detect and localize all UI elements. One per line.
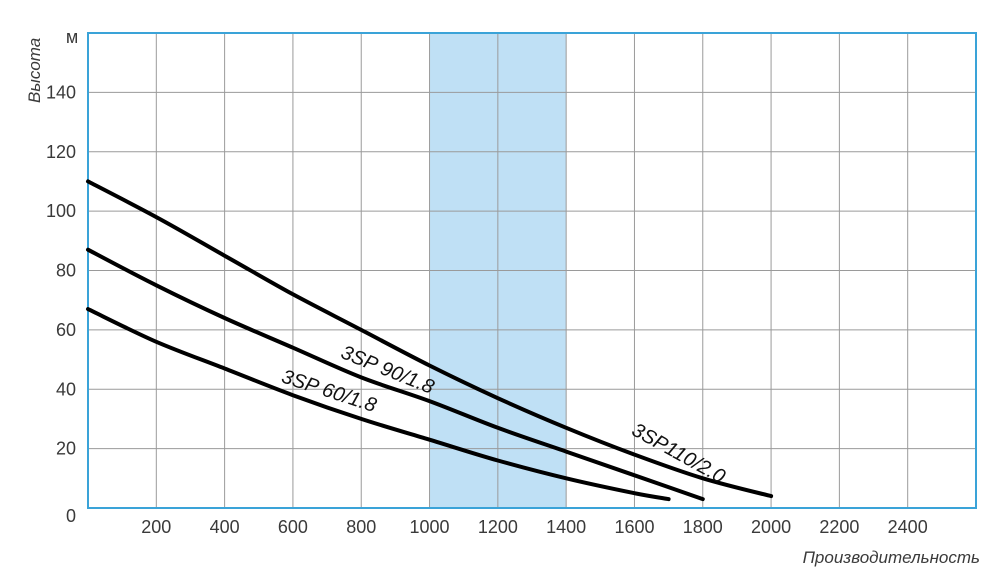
plot-frame-layer [87,32,977,509]
curve-3sp-90-1-8 [86,247,705,502]
y-tick-label: 120 [46,142,76,162]
y-axis-unit: м [66,27,78,47]
x-tick-label: 2400 [888,517,928,537]
x-tick-label: 1000 [410,517,450,537]
x-tick-label: 600 [278,517,308,537]
plot-frame [87,32,977,509]
curve-3sp-60-1-8 [86,307,671,502]
y-tick-label: 0 [66,506,76,526]
curve-layer [86,179,774,502]
tick-label-layer: 200 400 600 800 1000 1200 1400 1600 1800 2000 2200… [46,82,928,537]
x-tick-label: 2000 [751,517,791,537]
x-tick-label: 1600 [614,517,654,537]
y-tick-label: 40 [56,379,76,399]
y-tick-label: 60 [56,320,76,340]
x-tick-label: 800 [346,517,376,537]
y-axis-title: Высота [25,38,44,103]
x-tick-label: 1800 [683,517,723,537]
x-tick-label: 400 [210,517,240,537]
curve-3sp110-2-0 [86,179,774,499]
y-tick-label: 20 [56,439,76,459]
y-tick-label: 100 [46,201,76,221]
x-tick-label: 2200 [819,517,859,537]
grid-layer [88,33,976,508]
x-axis-title: Производительность [803,548,980,567]
y-tick-label: 80 [56,261,76,281]
y-tick-label: 140 [46,82,76,102]
x-tick-label: 1400 [546,517,586,537]
x-tick-label: 1200 [478,517,518,537]
x-tick-label: 200 [141,517,171,537]
